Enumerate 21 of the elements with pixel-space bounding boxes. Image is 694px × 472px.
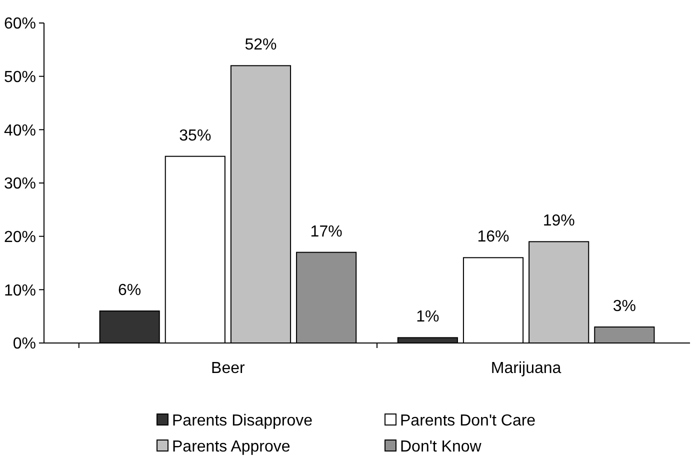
- y-tick-label: 0%: [12, 336, 36, 353]
- legend-label: Parents Disapprove: [172, 412, 313, 430]
- data-label: 3%: [612, 298, 636, 315]
- data-label: 1%: [416, 308, 440, 326]
- y-tick-label: 10%: [4, 282, 36, 300]
- legend-label: Parents Don't Care: [400, 412, 536, 430]
- legend-label: Don't Know: [400, 438, 482, 456]
- y-tick-label: 50%: [4, 68, 36, 86]
- y-tick-label: 60%: [4, 16, 36, 33]
- data-label: 6%: [118, 282, 142, 299]
- y-tick-label: 20%: [4, 228, 36, 246]
- x-tick-label: Beer: [211, 360, 246, 377]
- x-tick-label: Marijuana: [490, 360, 562, 377]
- data-label: 17%: [310, 223, 342, 240]
- y-tick-label: 30%: [4, 176, 36, 193]
- data-label: 16%: [477, 228, 510, 246]
- data-label: 19%: [542, 212, 575, 230]
- data-label: 35%: [179, 127, 212, 144]
- legend-label: Parents Approve: [172, 438, 290, 456]
- y-tick-label: 40%: [4, 122, 36, 140]
- data-label: 52%: [244, 36, 277, 54]
